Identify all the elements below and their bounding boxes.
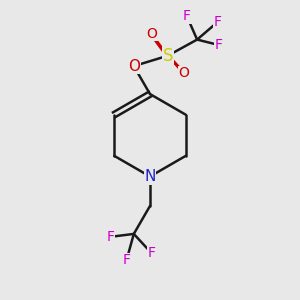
Text: O: O [128, 58, 140, 74]
Text: F: F [214, 15, 222, 29]
Text: F: F [122, 254, 130, 267]
Text: O: O [178, 66, 189, 80]
Text: N: N [144, 169, 156, 184]
Text: F: F [148, 246, 155, 260]
Text: S: S [162, 47, 173, 65]
Text: F: F [214, 38, 222, 52]
Text: F: F [183, 9, 191, 23]
Text: F: F [106, 230, 114, 244]
Text: O: O [146, 27, 157, 41]
